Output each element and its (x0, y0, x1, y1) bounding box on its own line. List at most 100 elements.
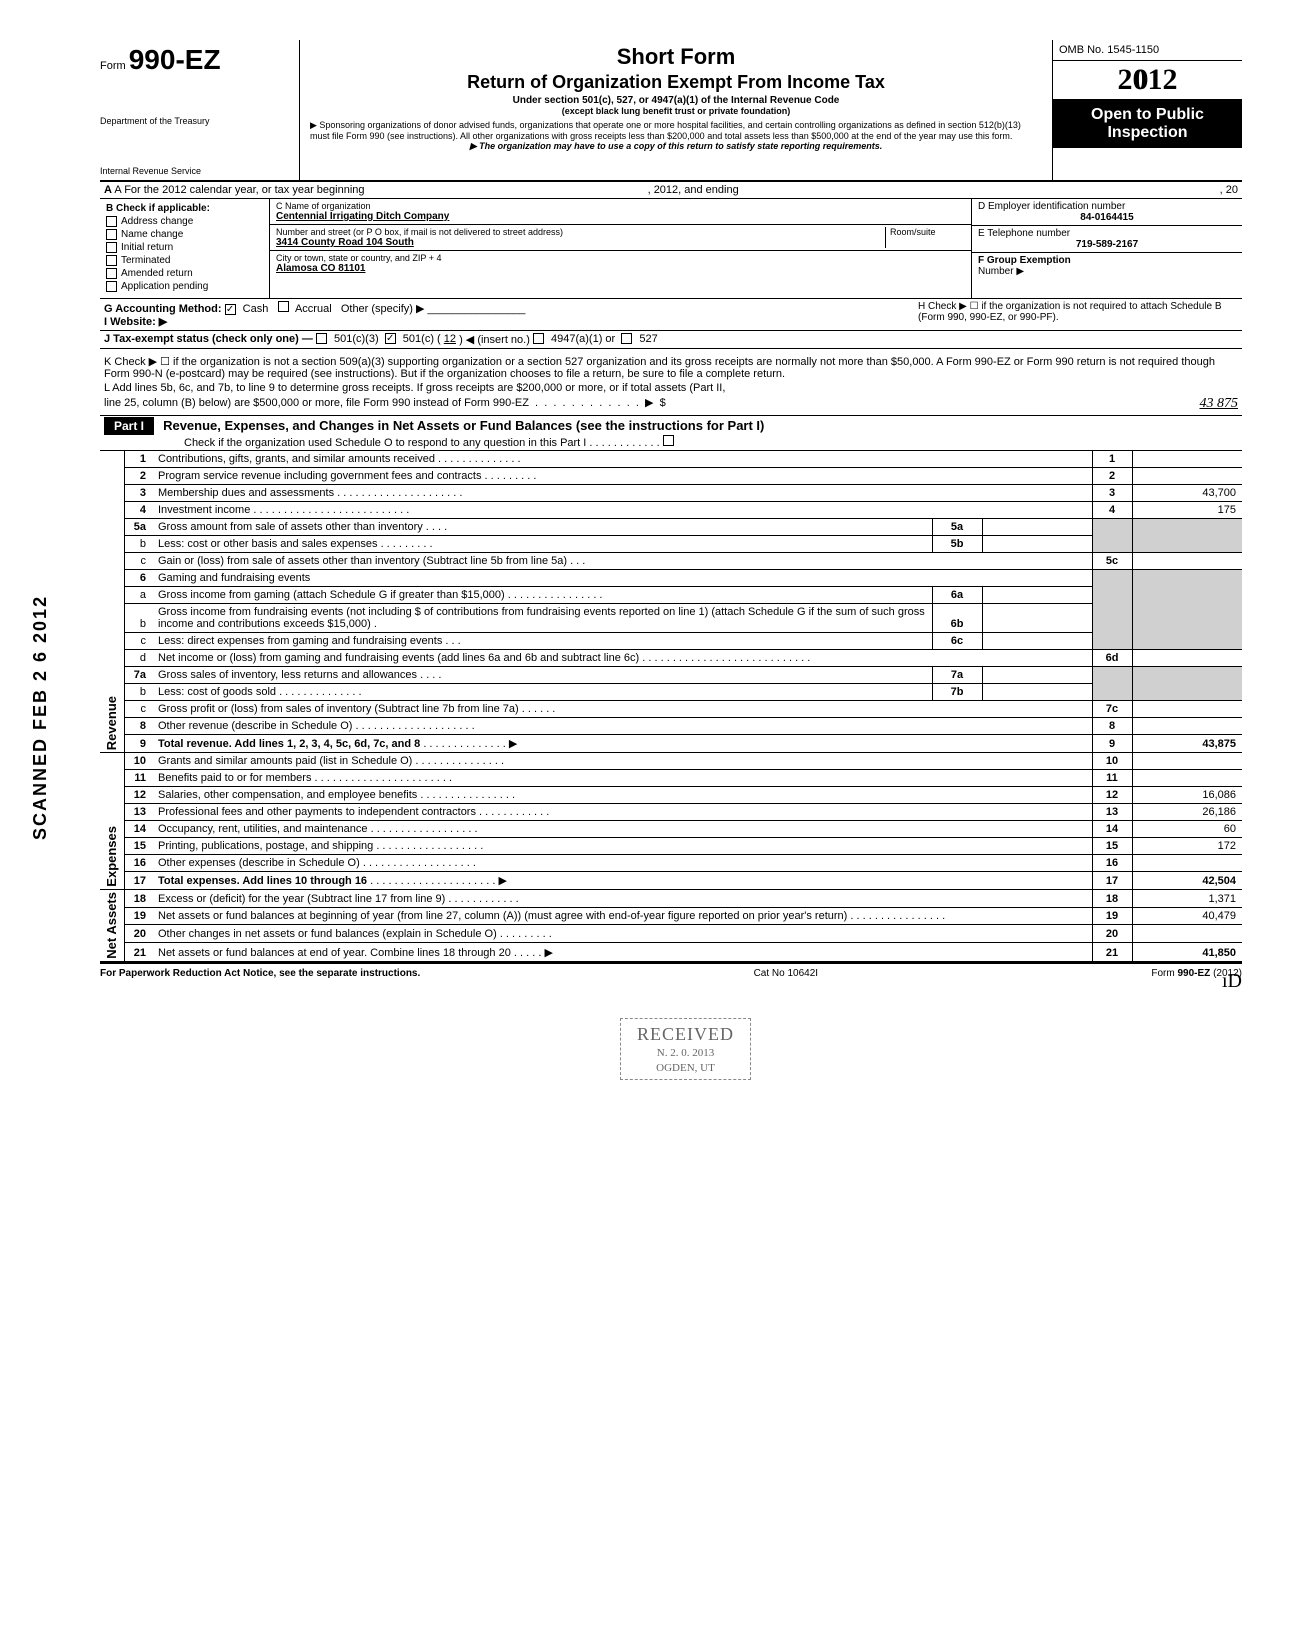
form-number: Form 990-EZ (100, 44, 293, 76)
chk-501c[interactable]: ✓ (385, 333, 396, 344)
part1-check-o: Check if the organization used Schedule … (104, 435, 1238, 449)
lbl-amended: Amended return (121, 268, 193, 279)
line-11-box: 11 (1092, 770, 1132, 787)
row-l-text1: L Add lines 5b, 6c, and 7b, to line 9 to… (104, 382, 1238, 394)
line-8-amt (1132, 718, 1242, 735)
line-10-box: 10 (1092, 753, 1132, 770)
footer-mid: Cat No 10642I (754, 968, 819, 979)
chk-accrual[interactable] (278, 301, 289, 312)
lbl-app-pending: Application pending (121, 281, 208, 292)
line-6a-num: a (124, 587, 154, 604)
org-city: Alamosa CO 81101 (276, 263, 965, 274)
stamp-received: RECEIVED (637, 1023, 734, 1046)
chk-527[interactable] (621, 333, 632, 344)
line-20-desc: Other changes in net assets or fund bala… (158, 928, 497, 940)
line-6c-num: c (124, 633, 154, 650)
line-13-amt: 26,186 (1132, 804, 1242, 821)
chk-app-pending[interactable] (106, 281, 117, 292)
label-address: Number and street (or P O box, if mail i… (276, 227, 885, 237)
lbl-name-change: Name change (121, 229, 183, 240)
section-b-header: B Check if applicable: (106, 203, 263, 214)
line-20-num: 20 (124, 925, 154, 943)
footer-left: For Paperwork Reduction Act Notice, see … (100, 968, 420, 979)
line-14-num: 14 (124, 821, 154, 838)
label-city: City or town, state or country, and ZIP … (276, 253, 965, 263)
row-kl: K Check ▶ ☐ if the organization is not a… (100, 349, 1242, 416)
may-have-text: ▶ The organization may have to use a cop… (306, 141, 1046, 152)
line-6-desc: Gaming and fundraising events (154, 570, 1092, 587)
line-6b-ibox: 6b (932, 604, 982, 633)
line-2-box: 2 (1092, 468, 1132, 485)
line-19-amt: 40,479 (1132, 907, 1242, 925)
lbl-address-change: Address change (121, 216, 193, 227)
line-7c-box: 7c (1092, 701, 1132, 718)
row-j: J Tax-exempt status (check only one) — 5… (100, 331, 1242, 349)
line-19-num: 19 (124, 907, 154, 925)
line-6a-ibox: 6a (932, 587, 982, 604)
line-5a-desc: Gross amount from sale of assets other t… (158, 521, 423, 533)
line-7b-desc: Less: cost of goods sold (158, 686, 276, 698)
except-text: (except black lung benefit trust or priv… (306, 106, 1046, 116)
row-k-text: K Check ▶ ☐ if the organization is not a… (104, 355, 1238, 380)
line-6b-desc: Gross income from fundraising events (no… (158, 606, 925, 630)
tax-year: 20201212 (1118, 63, 1178, 96)
line-7a-num: 7a (124, 667, 154, 684)
line-4-num: 4 (124, 502, 154, 519)
line-2-num: 2 (124, 468, 154, 485)
section-c: C Name of organization Centennial Irriga… (270, 199, 972, 298)
line-5c-box: 5c (1092, 553, 1132, 570)
line-12-box: 12 (1092, 787, 1132, 804)
lbl-527: 527 (639, 333, 657, 346)
chk-name-change[interactable] (106, 229, 117, 240)
chk-initial-return[interactable] (106, 242, 117, 253)
return-title: Return of Organization Exempt From Incom… (306, 72, 1046, 93)
chk-schedule-o[interactable] (663, 435, 674, 446)
line-5c-amt (1132, 553, 1242, 570)
chk-amended[interactable] (106, 268, 117, 279)
line-2-amt (1132, 468, 1242, 485)
under-section: Under section 501(c), 527, or 4947(a)(1)… (306, 95, 1046, 106)
line-21-box: 21 (1092, 942, 1132, 961)
row-a-right: , 20 (1178, 184, 1238, 196)
line-18-amt: 1,371 (1132, 890, 1242, 908)
lines-table: Revenue 1 Contributions, gifts, grants, … (100, 451, 1242, 962)
line-4-box: 4 (1092, 502, 1132, 519)
line-17-amt: 42,504 (1202, 875, 1236, 887)
chk-501c3[interactable] (316, 333, 327, 344)
line-1-desc: Contributions, gifts, grants, and simila… (158, 453, 435, 465)
lbl-initial-return: Initial return (121, 242, 173, 253)
line-9-num: 9 (124, 735, 154, 753)
label-room: Room/suite (890, 227, 965, 237)
chk-4947[interactable] (533, 333, 544, 344)
line-11-num: 11 (124, 770, 154, 787)
line-3-num: 3 (124, 485, 154, 502)
row-a: A A For the 2012 calendar year, or tax y… (100, 182, 1242, 199)
line-9-box: 9 (1092, 735, 1132, 753)
line-14-amt: 60 (1132, 821, 1242, 838)
chk-cash[interactable]: ✓ (225, 304, 236, 315)
line-6d-amt (1132, 650, 1242, 667)
initial-mark: ıD (1222, 970, 1242, 993)
line-5c-desc: Gain or (loss) from sale of assets other… (158, 555, 567, 567)
section-b: B Check if applicable: Address change Na… (100, 199, 270, 298)
line-12-num: 12 (124, 787, 154, 804)
label-tax-exempt: J Tax-exempt status (check only one) — (104, 333, 313, 346)
line-14-desc: Occupancy, rent, utilities, and maintena… (158, 823, 368, 835)
line-17-desc: Total expenses. Add lines 10 through 16 (158, 875, 367, 887)
row-a-left: A For the 2012 calendar year, or tax yea… (114, 184, 364, 196)
line-12-desc: Salaries, other compensation, and employ… (158, 789, 417, 801)
line-5b-desc: Less: cost or other basis and sales expe… (158, 538, 378, 550)
lbl-other-method: Other (specify) ▶ (341, 303, 425, 315)
label-phone: E Telephone number (978, 228, 1236, 239)
chk-terminated[interactable] (106, 255, 117, 266)
chk-address-change[interactable] (106, 216, 117, 227)
line-14-box: 14 (1092, 821, 1132, 838)
line-6c-ibox: 6c (932, 633, 982, 650)
side-expenses: Expenses (104, 826, 119, 887)
line-10-desc: Grants and similar amounts paid (list in… (158, 755, 412, 767)
line-16-num: 16 (124, 855, 154, 872)
line-5c-num: c (124, 553, 154, 570)
line-8-num: 8 (124, 718, 154, 735)
footer: For Paperwork Reduction Act Notice, see … (100, 962, 1242, 983)
line-16-desc: Other expenses (describe in Schedule O) (158, 857, 360, 869)
